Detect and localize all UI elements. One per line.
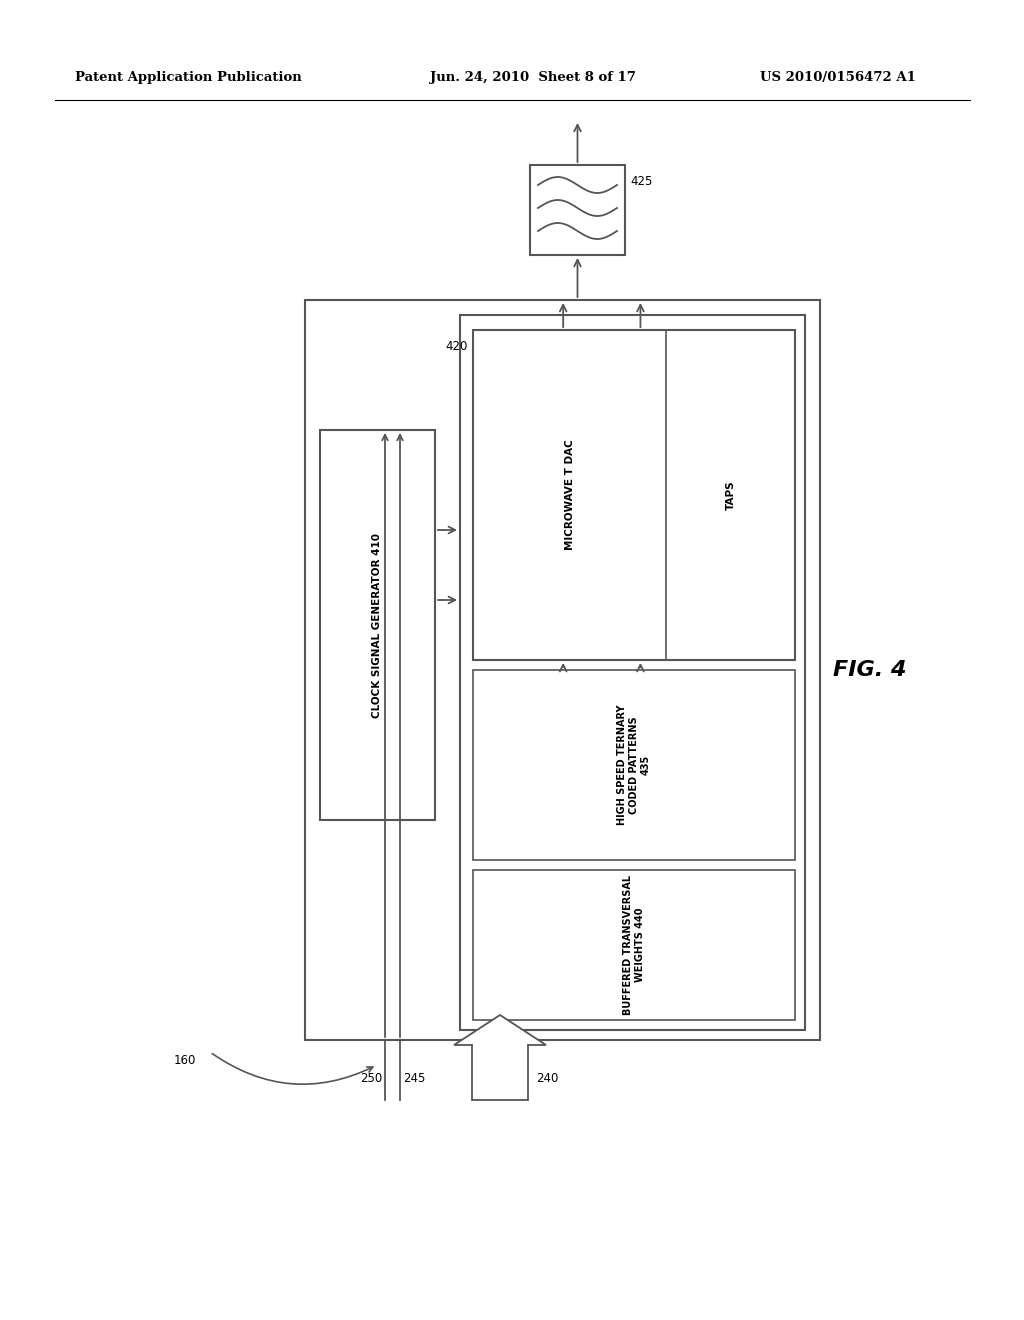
Text: 250: 250: [359, 1072, 382, 1085]
Text: Patent Application Publication: Patent Application Publication: [75, 71, 302, 84]
Bar: [473, 671, 795, 861]
Text: CLOCK SIGNAL GENERATOR 410: CLOCK SIGNAL GENERATOR 410: [373, 532, 383, 718]
Polygon shape: [454, 1015, 546, 1100]
Bar: [305, 300, 820, 1040]
Bar: [460, 315, 805, 1030]
Text: 425: 425: [630, 176, 652, 187]
Text: US 2010/0156472 A1: US 2010/0156472 A1: [760, 71, 915, 84]
Text: HIGH SPEED TERNARY
CODED PATTERNS
435: HIGH SPEED TERNARY CODED PATTERNS 435: [617, 705, 650, 825]
Text: 245: 245: [403, 1072, 425, 1085]
Bar: [473, 330, 795, 660]
Text: 160: 160: [174, 1053, 197, 1067]
Text: 420: 420: [445, 341, 468, 352]
Text: TAPS: TAPS: [726, 480, 735, 510]
Text: FIG. 4: FIG. 4: [834, 660, 906, 680]
Bar: [473, 870, 795, 1020]
Bar: [530, 165, 625, 255]
Bar: [319, 430, 435, 820]
Text: 240: 240: [536, 1072, 558, 1085]
Text: Jun. 24, 2010  Sheet 8 of 17: Jun. 24, 2010 Sheet 8 of 17: [430, 71, 636, 84]
Text: MICROWAVE T DAC: MICROWAVE T DAC: [564, 440, 574, 550]
Text: BUFFERED TRANSVERSAL
WEIGHTS 440: BUFFERED TRANSVERSAL WEIGHTS 440: [624, 875, 645, 1015]
